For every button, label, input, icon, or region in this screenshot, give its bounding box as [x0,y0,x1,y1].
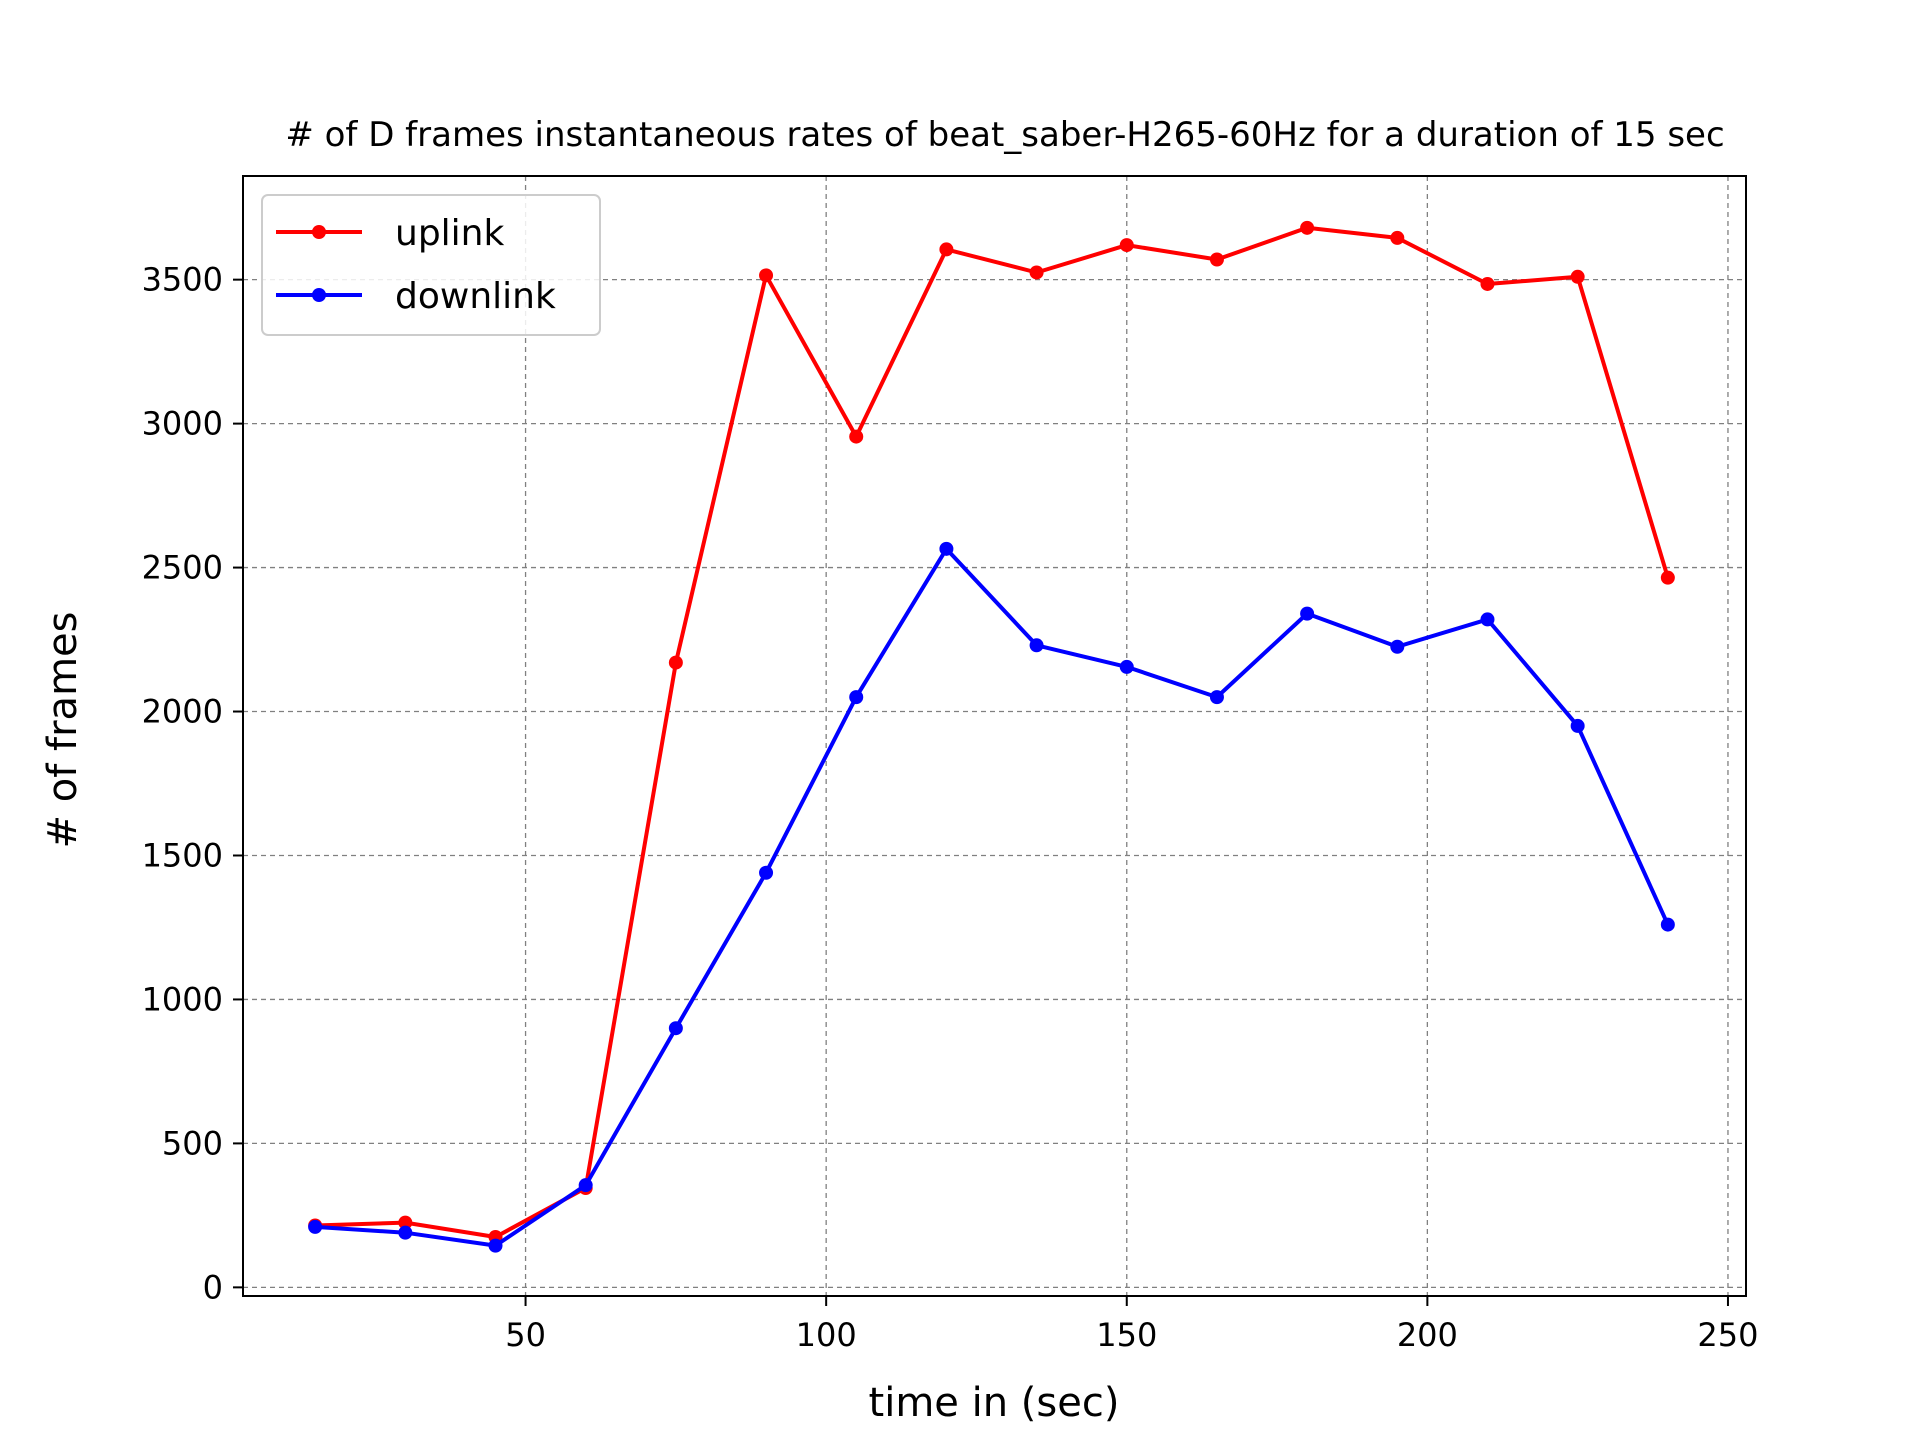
series-line-uplink [315,225,1670,1239]
grid-layer [243,176,1746,1296]
legend: uplink downlink [261,194,601,336]
data-point-downlink [759,865,774,880]
data-point-uplink [1300,220,1315,235]
plot-frame [242,175,1747,1297]
axes-layer: 50 100 150 200 25005001000150020002500300035… [142,175,1759,1354]
data-point-downlink [939,541,954,556]
legend-label-downlink: downlink [395,276,556,317]
data-point-downlink [308,1219,323,1234]
y-tick-label: 1000 [142,980,223,1018]
data-point-uplink [1660,570,1675,585]
data-point-downlink [1029,638,1044,653]
x-tick-label: 150 [1096,1316,1157,1354]
chart-title: # of D frames instantaneous rates of bea… [285,115,1724,155]
data-point-downlink [1119,659,1134,674]
data-point-uplink [849,429,864,444]
y-tick-label: 2000 [142,693,223,731]
data-point-uplink [939,242,954,257]
data-point-uplink [398,1215,413,1230]
y-tick-label: 500 [162,1124,223,1162]
data-point-downlink [1480,612,1495,627]
x-tick-label: 250 [1697,1316,1758,1354]
x-tick-label: 200 [1397,1316,1458,1354]
y-tick-label: 3000 [142,405,223,443]
y-tick-label: 2500 [142,549,223,587]
legend-label-uplink: uplink [395,213,504,254]
data-point-downlink [488,1238,503,1253]
data-point-downlink [668,1021,683,1036]
data-point-uplink [668,655,683,670]
data-point-uplink [1209,252,1224,267]
data-point-downlink [1300,606,1315,621]
x-axis-label: time in (sec) [869,1380,1120,1426]
y-tick-label: 0 [203,1268,223,1306]
legend-marker-uplink [312,225,326,239]
data-point-uplink [1480,276,1495,291]
data-point-uplink [1570,269,1585,284]
data-point-uplink [1029,265,1044,280]
data-point-downlink [849,690,864,705]
data-point-downlink [1570,718,1585,733]
data-point-downlink [1390,639,1405,654]
data-point-downlink [1660,917,1675,932]
data-point-uplink [1390,230,1405,245]
series-layer [308,220,1675,1253]
data-point-downlink [398,1225,413,1240]
data-point-downlink [1209,690,1224,705]
data-point-downlink [578,1178,593,1193]
y-tick-label: 3500 [142,261,223,299]
legend-marker-downlink [312,288,326,302]
y-axis-label: # of frames [40,612,86,849]
data-point-uplink [759,268,774,283]
y-tick-label: 1500 [142,836,223,874]
x-tick-label: 100 [796,1316,857,1354]
data-point-uplink [1119,238,1134,253]
series-line-downlink [314,546,1670,1248]
x-tick-label: 50 [505,1316,546,1354]
